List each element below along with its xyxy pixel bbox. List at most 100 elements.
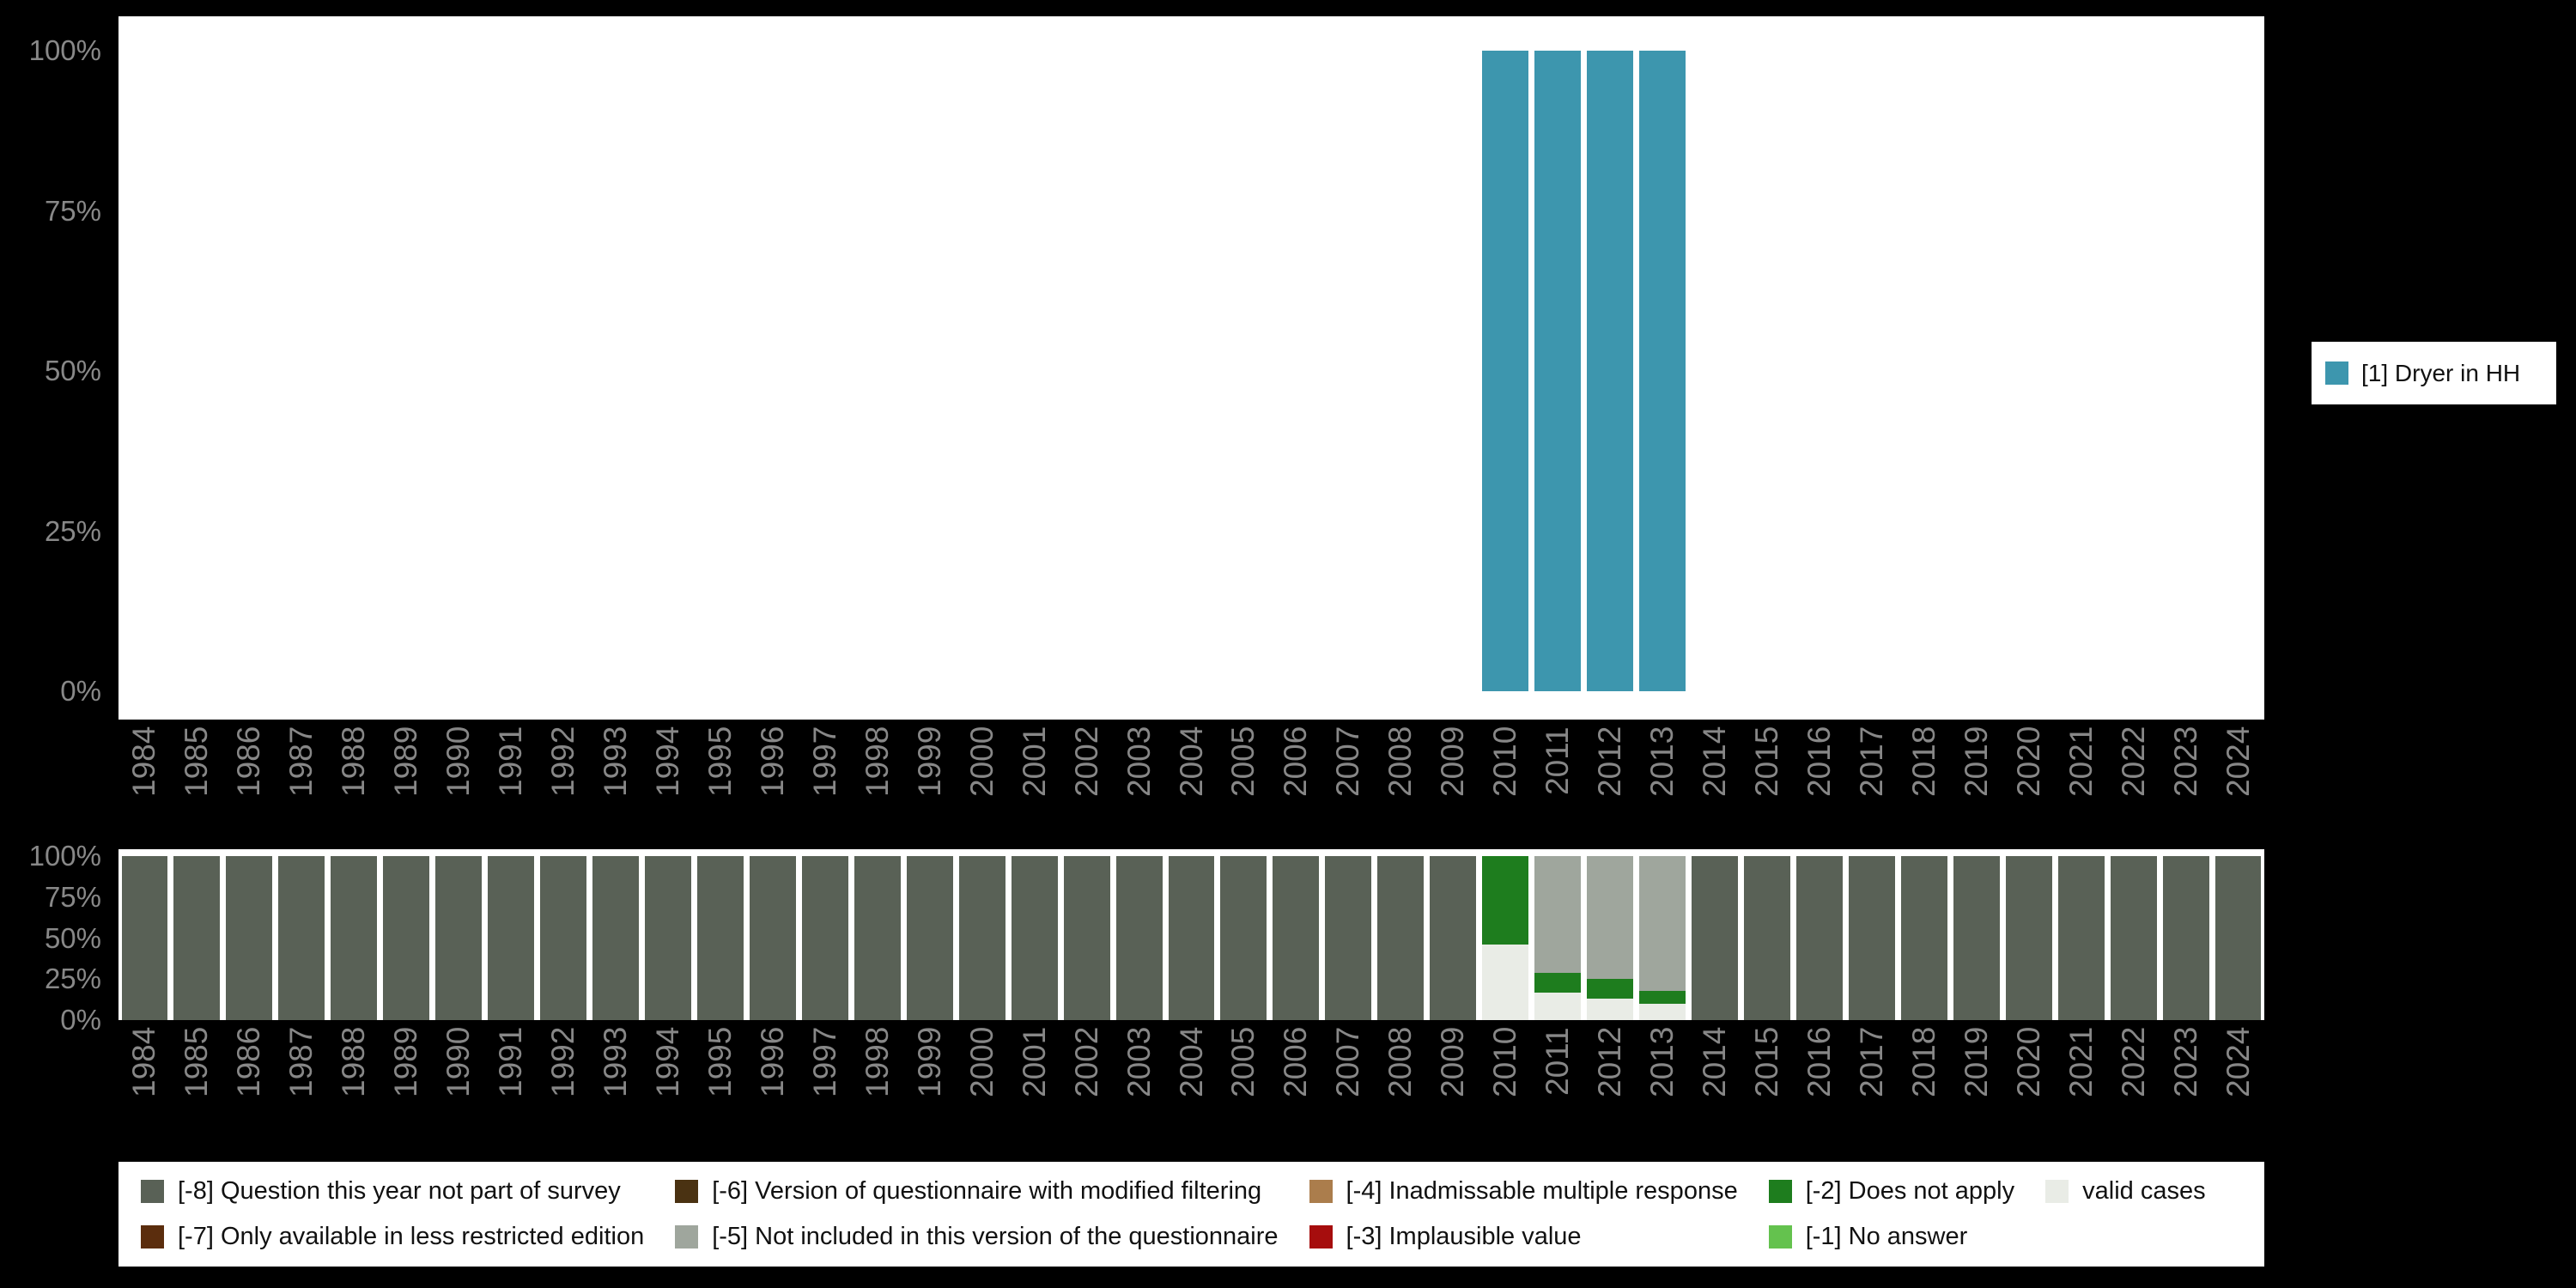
x-tick-label-2003: 2003 [1121,1027,1157,1098]
top-chart-y-axis: 100% 75% 50% 25% 0% [0,16,113,720]
x-tick-label-2011: 2011 [1540,726,1576,795]
legend-item: [-5] Not included in this version of the… [675,1223,1279,1251]
x-tick-label-2010: 2010 [1487,1027,1523,1098]
x-tick-label-2007: 2007 [1330,1027,1366,1098]
bar-segment-2000 [958,856,1005,1020]
legend-label: [-3] Implausible value [1346,1223,1582,1250]
x-tick-label-2007: 2007 [1330,726,1366,798]
x-tick-label-1999: 1999 [911,726,947,798]
bar-segment-2001 [1011,856,1058,1020]
bar-segment-2006 [1273,856,1320,1020]
x-tick-label-1987: 1987 [283,1027,319,1098]
bar-segment-2004 [1168,856,1215,1020]
x-tick-label-1989: 1989 [388,726,424,798]
x-tick-label-1997: 1997 [806,1027,842,1098]
bar-segment-2007 [1325,856,1372,1020]
bar-segment-1994 [645,856,691,1020]
x-tick-label-1984: 1984 [126,726,162,798]
x-tick-label-2013: 2013 [1644,726,1680,798]
x-tick-label-2011: 2011 [1540,1027,1576,1096]
bar-segment-2002 [1063,856,1110,1020]
x-tick-label-1989: 1989 [388,1027,424,1098]
legend-label: [-5] Not included in this version of the… [712,1223,1279,1250]
bar-segment-2008 [1377,856,1425,1020]
bar-segment-2009 [1430,856,1477,1020]
x-tick-label-2019: 2019 [1958,726,1994,798]
bar-segment-2017 [1848,856,1895,1020]
x-tick-label-1992: 1992 [545,726,581,798]
bar-segment-2005 [1220,856,1267,1020]
x-tick-label-2017: 2017 [1853,1027,1889,1098]
series-legend-swatch [2325,361,2348,385]
x-tick-label-2018: 2018 [1905,726,1941,798]
legend-item: valid cases [2045,1177,2206,1206]
y-tick-label: 100% [28,840,101,872]
bar-segment-1993 [592,856,639,1020]
legend-label: [-2] Does not apply [1805,1177,2015,1205]
bar-segment-1990 [435,856,483,1020]
bar-segment-2016 [1795,856,1843,1020]
x-tick-label-1988: 1988 [336,1027,372,1098]
bar-segment-2024 [2215,856,2262,1020]
bar-segment-2018 [1900,856,1947,1020]
x-tick-label-2024: 2024 [2220,726,2256,798]
bar-segment-2003 [1115,856,1163,1020]
x-tick-label-2002: 2002 [1068,1027,1104,1098]
legend-item: [-8] Question this year not part of surv… [141,1177,644,1206]
x-tick-label-2000: 2000 [963,726,999,798]
bar-segment-1984 [121,856,168,1020]
legend-item: [-1] No answer [1768,1223,2014,1251]
legend-item: [-2] Does not apply [1768,1177,2015,1206]
legend-label: [-1] No answer [1805,1223,1968,1250]
x-tick-label-2009: 2009 [1435,1027,1471,1098]
x-tick-label-2014: 2014 [1697,726,1732,798]
x-tick-label-2005: 2005 [1225,1027,1261,1098]
x-tick-label-1995: 1995 [702,1027,738,1098]
bar-segment-1989 [383,856,430,1020]
x-tick-label-1993: 1993 [598,726,634,798]
x-tick-label-1995: 1995 [702,726,738,798]
bar-segment-2011 [1534,992,1582,1020]
x-tick-label-2004: 2004 [1173,1027,1209,1098]
x-tick-label-2015: 2015 [1748,726,1784,798]
x-tick-label-1998: 1998 [859,726,895,798]
x-tick-label-2013: 2013 [1644,1027,1680,1098]
x-tick-label-2005: 2005 [1225,726,1261,798]
bar-segment-1988 [331,856,378,1020]
legend-swatch [1768,1180,1792,1203]
x-tick-label-2001: 2001 [1016,1027,1052,1098]
x-tick-label-2020: 2020 [2010,726,2046,798]
x-tick-label-2009: 2009 [1435,726,1471,798]
bar-segment-2013 [1639,856,1686,991]
x-tick-label-2014: 2014 [1697,1027,1732,1098]
x-tick-label-2024: 2024 [2220,1027,2256,1098]
bar-segment-1999 [906,856,953,1020]
x-tick-label-1997: 1997 [806,726,842,798]
y-tick-label: 50% [44,355,101,386]
x-tick-label-2006: 2006 [1278,726,1314,798]
bar-segment-2020 [2005,856,2052,1020]
legend-swatch [1768,1225,1792,1249]
x-tick-label-2008: 2008 [1382,1027,1419,1098]
x-tick-label-2017: 2017 [1853,726,1889,798]
series-legend: [1] Dryer in HH [2312,342,2556,404]
bar-segment-1992 [540,856,587,1020]
bar-segment-1995 [696,856,744,1020]
bar-segment-2013 [1639,990,1686,1004]
top-chart-bars-area [118,51,2264,691]
x-tick-label-2001: 2001 [1016,726,1052,798]
y-tick-label: 75% [44,194,101,227]
x-tick-label-1993: 1993 [598,1027,634,1098]
y-tick-label: 25% [44,963,101,995]
x-tick-label-1996: 1996 [754,1027,790,1098]
bar-segment-1996 [749,856,796,1020]
bottom-chart-plot [118,849,2264,1020]
bar-segment-1985 [173,856,221,1020]
bar-segment-1991 [488,856,535,1020]
x-tick-label-1994: 1994 [649,1027,685,1098]
legend-item: [-4] Inadmissable multiple response [1309,1177,1738,1206]
y-tick-label: 0% [60,1004,101,1036]
bar-segment-2015 [1743,856,1790,1020]
bar-segment-2013 [1639,51,1686,691]
missing-values-legend-grid: [-8] Question this year not part of surv… [118,1162,2264,1267]
